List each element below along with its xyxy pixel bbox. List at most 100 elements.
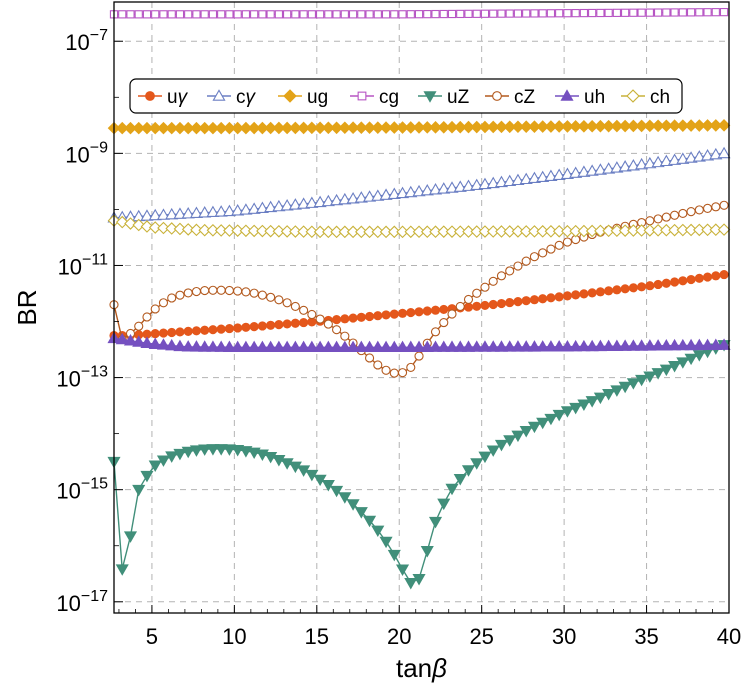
data-point [627, 224, 640, 237]
data-point [363, 225, 376, 239]
data-point [678, 8, 687, 17]
data-point [486, 445, 500, 457]
data-point [387, 121, 401, 134]
data-point [315, 314, 325, 324]
data-point [346, 340, 360, 353]
legend-marker [423, 91, 437, 103]
x-tick-label: 25 [469, 624, 493, 649]
series-uZ [107, 340, 731, 590]
data-point [596, 8, 605, 18]
data-point [224, 323, 234, 334]
x-tick-label: 35 [634, 624, 658, 649]
x-tick-label: 10 [222, 624, 246, 649]
data-point [214, 205, 228, 217]
data-point [241, 287, 251, 297]
data-point [214, 224, 228, 237]
data-point [239, 224, 253, 238]
data-point [346, 225, 360, 239]
data-point [536, 170, 550, 183]
data-point [274, 10, 284, 19]
data-point [544, 340, 558, 352]
data-point [511, 340, 525, 352]
x-axis-label: tanβ [396, 653, 447, 683]
data-point [711, 202, 721, 212]
data-point [480, 9, 490, 18]
data-point [264, 200, 278, 213]
data-point [257, 290, 267, 300]
data-point [618, 381, 632, 394]
data-point [552, 168, 566, 181]
data-point [453, 120, 467, 134]
data-point [594, 119, 607, 133]
data-point [387, 187, 401, 199]
data-point [461, 340, 476, 352]
data-point [618, 160, 632, 172]
data-point [167, 327, 177, 338]
data-point [470, 225, 484, 238]
data-point [313, 225, 327, 239]
data-point [676, 119, 690, 132]
data-point [521, 296, 531, 306]
data-point [371, 121, 385, 134]
data-point [692, 338, 706, 351]
data-point [371, 340, 385, 353]
data-point [151, 10, 160, 19]
data-point [719, 270, 729, 280]
data-point [208, 325, 218, 335]
data-point [480, 300, 490, 311]
data-point [379, 121, 393, 134]
legend-label: ch [650, 87, 670, 108]
data-point [538, 294, 548, 304]
data-point [313, 340, 327, 353]
data-point [643, 371, 657, 383]
data-point [297, 340, 311, 353]
data-point [453, 473, 467, 486]
data-point [470, 340, 484, 352]
data-point [165, 338, 179, 351]
data-point [562, 291, 572, 301]
data-point [395, 186, 410, 199]
data-point [659, 338, 673, 351]
data-point [332, 315, 342, 325]
data-point [428, 516, 443, 529]
legend-label: uγ [167, 87, 189, 108]
data-point [463, 302, 474, 312]
data-point [381, 10, 391, 19]
data-point [709, 338, 723, 350]
data-point [439, 304, 449, 315]
series-ch [107, 214, 731, 239]
data-point [371, 225, 385, 239]
data-point [626, 339, 640, 351]
data-point [618, 119, 632, 133]
data-point [406, 307, 416, 318]
data-point [593, 392, 607, 405]
data-point [684, 119, 698, 132]
data-point [612, 285, 622, 295]
data-point [412, 184, 426, 197]
data-point [645, 8, 654, 17]
data-point [610, 385, 624, 397]
data-point [428, 183, 443, 195]
data-point [585, 164, 599, 176]
data-point [445, 483, 459, 496]
data-point [299, 305, 309, 315]
legend-marker [283, 89, 297, 103]
data-point [190, 223, 203, 237]
data-point [470, 178, 484, 191]
data-point [593, 339, 607, 352]
data-point [148, 460, 162, 472]
data-point [552, 340, 566, 352]
data-point [272, 224, 286, 238]
data-point [323, 319, 333, 329]
data-point [140, 470, 154, 483]
data-point [569, 224, 582, 238]
series-layer [107, 7, 731, 590]
legend-item-cγ: cγ [207, 87, 257, 108]
data-point [447, 309, 457, 319]
data-point [538, 9, 547, 18]
legend-label: uh [584, 87, 605, 108]
data-point [322, 225, 335, 239]
data-point [461, 179, 476, 191]
data-point [157, 221, 170, 235]
legend-label: uZ [447, 87, 470, 108]
